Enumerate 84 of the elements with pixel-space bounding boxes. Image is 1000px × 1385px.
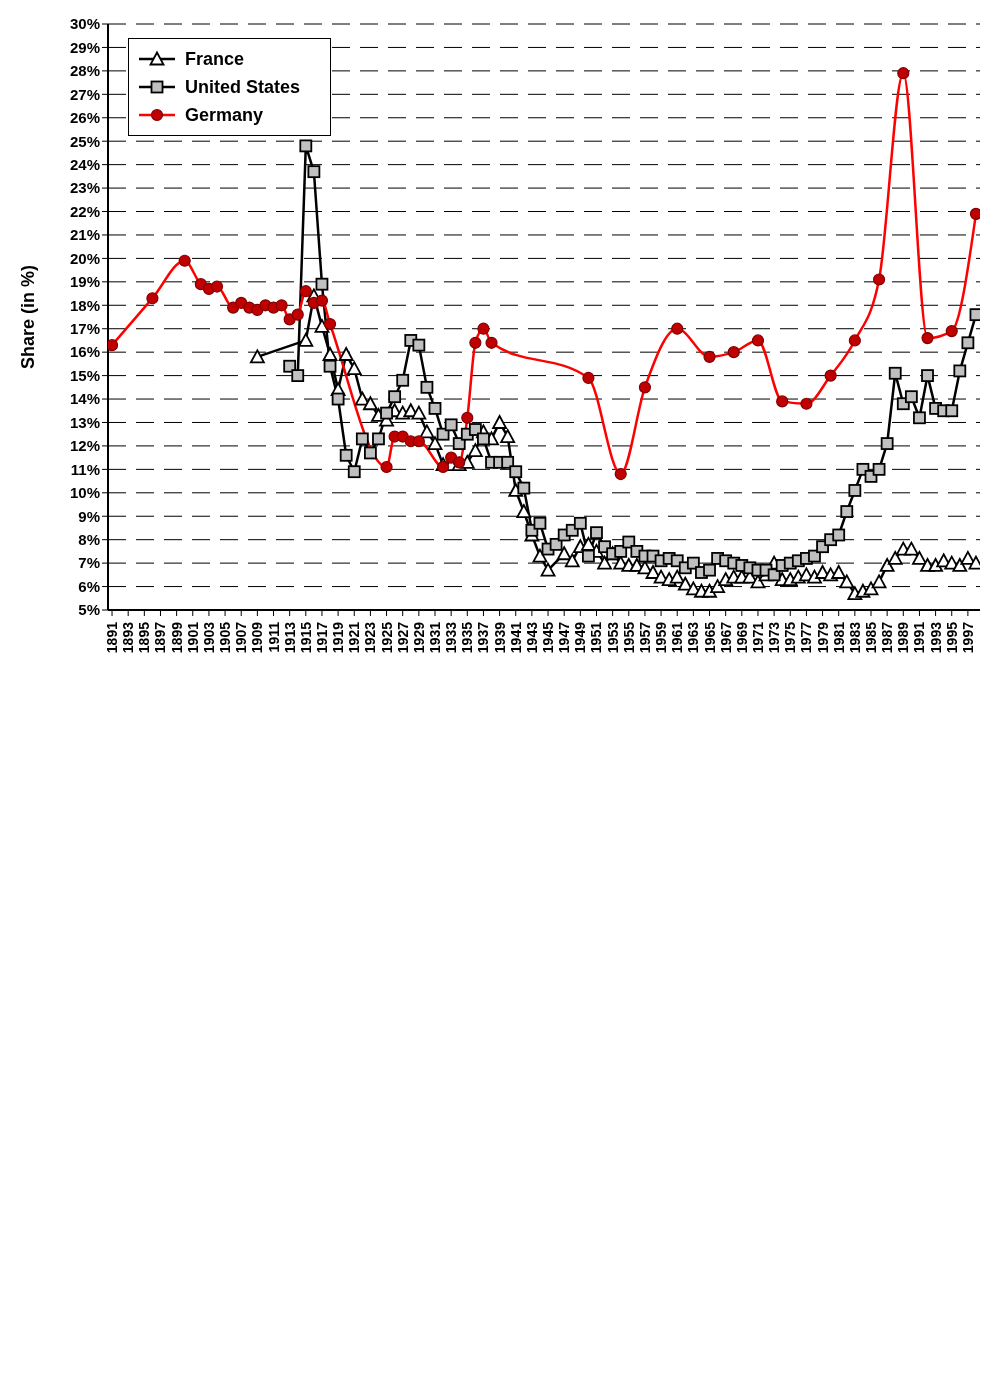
x-tick-label: 1943 [523, 621, 540, 654]
x-tick-label: 1987 [879, 621, 896, 654]
x-tick-label: 1927 [394, 621, 411, 654]
y-tick-label: 23% [69, 179, 100, 197]
y-tick-label: 7% [78, 554, 100, 572]
x-tick-label: 1961 [669, 621, 686, 654]
y-tick-label: 6% [78, 577, 100, 595]
y-tick-label: 29% [69, 38, 100, 56]
x-tick-label: 1929 [410, 621, 427, 654]
y-tick-label: 12% [69, 437, 100, 455]
x-tick-label: 1963 [685, 621, 702, 654]
x-tick-label: 1981 [830, 621, 847, 654]
x-tick-label: 1933 [443, 621, 460, 654]
y-tick-label: 20% [69, 249, 100, 267]
x-tick-label: 1915 [297, 621, 314, 654]
legend-label: France [185, 48, 245, 70]
y-axis-title: Share (in %) [18, 264, 38, 370]
x-tick-label: 1951 [588, 621, 605, 654]
x-tick-label: 1893 [120, 621, 137, 654]
x-tick-label: 1949 [572, 621, 589, 654]
y-tick-label: 28% [69, 62, 100, 80]
x-tick-label: 1967 [717, 621, 734, 654]
x-tick-label: 1895 [136, 621, 153, 654]
x-tick-label: 1911 [265, 621, 282, 653]
x-tick-label: 1919 [330, 621, 347, 654]
y-tick-label: 21% [69, 226, 100, 244]
x-tick-label: 1901 [184, 621, 201, 654]
x-tick-label: 1993 [927, 621, 944, 654]
y-tick-label: 25% [69, 132, 100, 150]
x-tick-label: 1897 [152, 621, 169, 654]
x-tick-label: 1909 [249, 621, 266, 654]
y-tick-label: 15% [69, 366, 100, 384]
x-tick-label: 1939 [491, 621, 508, 654]
legend-label: Germany [185, 104, 264, 126]
x-tick-label: 1917 [313, 621, 330, 654]
x-tick-label: 1983 [846, 621, 863, 654]
y-tick-label: 24% [69, 155, 100, 173]
y-tick-label: 18% [69, 296, 100, 314]
x-tick-label: 1977 [798, 621, 815, 654]
x-tick-label: 1959 [653, 621, 670, 654]
y-tick-label: 11% [70, 460, 100, 478]
x-tick-label: 1931 [427, 621, 443, 654]
x-tick-label: 1979 [814, 621, 831, 654]
x-tick-label: 1989 [895, 621, 912, 654]
x-tick-label: 1941 [507, 621, 524, 654]
x-tick-label: 1971 [749, 621, 766, 654]
x-tick-label: 1913 [281, 621, 298, 654]
y-tick-label: 14% [69, 390, 100, 408]
y-tick-label: 26% [69, 109, 100, 127]
y-tick-label: 8% [78, 531, 100, 549]
x-tick-label: 1955 [620, 621, 637, 654]
y-tick-label: 5% [78, 601, 100, 619]
x-tick-label: 1975 [782, 621, 799, 654]
y-tick-label: 9% [78, 507, 100, 525]
x-tick-label: 1925 [378, 621, 395, 654]
x-tick-label: 1905 [217, 621, 234, 654]
x-tick-label: 1937 [475, 621, 492, 654]
x-tick-label: 1995 [943, 621, 960, 654]
y-tick-label: 27% [69, 85, 100, 103]
y-tick-label: 16% [69, 343, 100, 361]
y-tick-label: 17% [69, 320, 100, 338]
x-tick-label: 1953 [604, 621, 621, 654]
x-tick-label: 1899 [168, 621, 185, 654]
y-tick-label: 19% [69, 273, 100, 291]
x-tick-label: 1973 [766, 621, 783, 654]
x-tick-label: 1891 [104, 621, 121, 654]
y-tick-label: 13% [69, 413, 100, 431]
x-tick-label: 1921 [346, 621, 363, 654]
legend-label: United States [185, 76, 301, 98]
x-tick-label: 1957 [636, 621, 653, 654]
y-tick-label: 10% [69, 484, 100, 502]
x-tick-label: 1935 [459, 621, 476, 654]
x-tick-label: 1965 [701, 621, 718, 654]
x-tick-label: 1907 [233, 621, 250, 654]
x-tick-label: 1969 [733, 621, 750, 654]
y-tick-label: 22% [69, 202, 100, 220]
x-tick-label: 1947 [556, 621, 573, 654]
x-tick-label: 1923 [362, 621, 379, 654]
x-tick-label: 1945 [540, 621, 557, 654]
x-tick-label: 1903 [200, 621, 217, 654]
y-tick-label: 30% [69, 15, 100, 33]
x-tick-label: 1991 [911, 621, 928, 654]
x-tick-label: 1985 [863, 621, 879, 654]
x-tick-label: 1997 [959, 621, 976, 654]
